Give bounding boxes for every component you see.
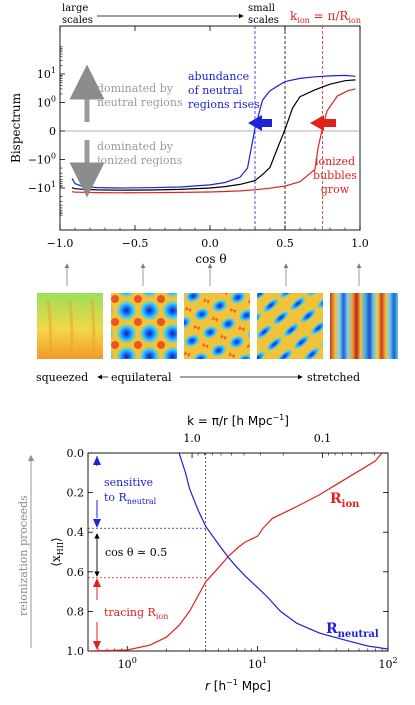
stretched-label: stretched	[307, 371, 360, 384]
y-tick-label: 0.4	[67, 526, 85, 539]
series-red	[71, 88, 356, 194]
series-black	[71, 79, 356, 191]
blue-down-arrowhead	[93, 519, 101, 528]
neutral-region-note: dominated by neutral regions	[97, 82, 183, 109]
thumbnail-elongated	[257, 293, 323, 359]
bispectrum-plot-frame	[59, 25, 361, 231]
thumbnail-equilateral	[111, 293, 177, 359]
ionization-plot-frame	[87, 452, 389, 652]
red-note: ionized bubbles grow	[313, 155, 357, 196]
y-tick-label: 0.0	[67, 447, 85, 460]
sensitive-note: sensitive to Rneutral	[104, 476, 157, 506]
thumbnail-pointers	[64, 263, 362, 286]
top-k-axis-label: k = π/r [h Mpc−1]	[187, 413, 289, 428]
red-up-arrowhead	[93, 578, 101, 587]
blue-note: abundance of neutral regions rises	[188, 70, 260, 111]
k-ion-label: kion = π/Rion	[290, 9, 361, 25]
y-tick-label: 100	[37, 95, 56, 110]
series-blue	[178, 453, 388, 650]
y-tick-label: 0.6	[67, 566, 85, 579]
y-tick-label: 0	[49, 125, 56, 138]
ionization-chart: k = π/r [h Mpc−1] ⟨xHII⟩ r [h−1 Mpc] 0.0…	[49, 413, 398, 693]
x-tick-label: 100	[118, 656, 137, 671]
r-ion-series-label: Rion	[330, 491, 360, 510]
x-tick-label: −1.0	[47, 237, 74, 250]
r-axis-label: r [h−1 Mpc]	[205, 678, 271, 693]
y-tick-label: −100	[28, 152, 56, 167]
squeezed-label: squeezed	[36, 371, 88, 384]
cos-half-note: cos θ ≃ 0.5	[105, 546, 167, 559]
series-red	[88, 453, 383, 651]
x-tick-label: −0.5	[122, 237, 149, 250]
thumbnail-intermediate	[184, 293, 250, 359]
y-tick-label: 101	[37, 66, 56, 81]
bispectrum-xlabel: cos θ	[195, 252, 226, 266]
y-tick-label: 1.0	[67, 645, 85, 658]
top-x-tick-label: 1.0	[183, 432, 201, 445]
equilateral-label: equilateral	[111, 371, 172, 384]
tracing-note: tracing Rion	[104, 606, 168, 621]
reionization-label: reionization proceeds	[17, 495, 30, 616]
top-x-tick-label: 0.1	[314, 432, 332, 445]
x-tick-label: 102	[378, 656, 397, 671]
blue-shift-arrow	[248, 115, 272, 131]
y-tick-label: −101	[28, 180, 56, 195]
red-shift-arrow	[310, 115, 336, 131]
small-scales-label: small scales	[248, 3, 279, 26]
red-down-arrowhead	[93, 641, 101, 650]
x-tick-label: 0.0	[201, 237, 219, 250]
bispectrum-chart: Bispectrum cos θ −1.0 −0.5 0.0 0.5 1.0 101 100…	[9, 25, 369, 266]
large-scales-label: large scales	[62, 3, 93, 26]
thumbnail-squeezed	[37, 293, 103, 360]
x-tick-label: 1.0	[351, 237, 369, 250]
x-tick-label: 0.5	[276, 237, 294, 250]
bispectrum-ylabel: Bispectrum	[9, 92, 23, 163]
x-tick-label: 101	[248, 656, 267, 671]
thumbnail-stretched	[330, 293, 398, 359]
blue-up-arrowhead	[93, 456, 101, 465]
y-tick-label: 0.2	[67, 487, 85, 500]
ionized-region-note: dominated by ionized regions	[97, 140, 183, 167]
ionization-ylabel: ⟨xHII⟩	[49, 537, 65, 566]
y-tick-label: 0.8	[67, 605, 85, 618]
